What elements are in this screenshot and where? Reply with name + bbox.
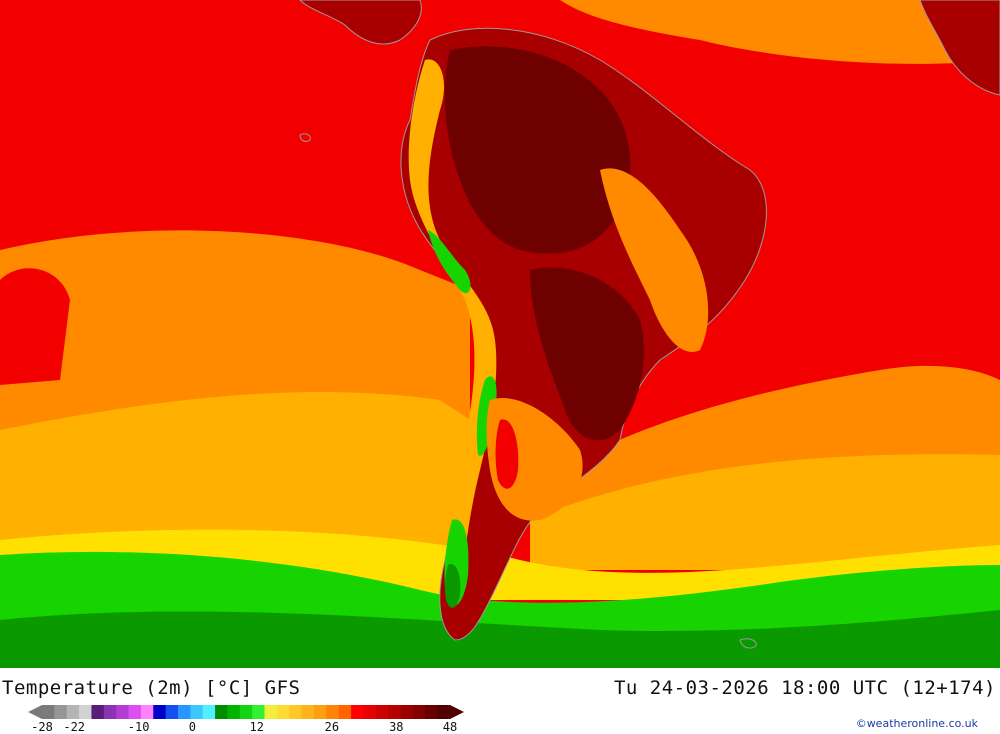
- map-footer: Temperature (2m) [°C] GFS Tu 24-03-2026 …: [0, 668, 1000, 734]
- colorbar-min-arrow: [28, 705, 42, 719]
- colorbar-tick-label: -28: [31, 720, 53, 734]
- colorbar: [28, 705, 464, 719]
- colorbar-swatch: [140, 705, 154, 719]
- colorbar-swatch: [54, 705, 68, 719]
- central-hot-core: [530, 267, 644, 441]
- colorbar-swatch: [215, 705, 228, 719]
- colorbar-swatch: [388, 705, 402, 719]
- patagonia-dark-green: [444, 564, 461, 608]
- colorbar-swatch: [363, 705, 377, 719]
- central-america-land: [299, 0, 422, 45]
- falkland-islands: [739, 638, 757, 649]
- colorbar-swatch: [412, 705, 426, 719]
- colorbar-swatch: [190, 705, 204, 719]
- map-title: Temperature (2m) [°C] GFS: [2, 677, 301, 699]
- galapagos-islands: [299, 133, 311, 142]
- colorbar-swatch: [91, 705, 105, 719]
- colorbar-swatch: [375, 705, 389, 719]
- light-orange-band: [0, 391, 470, 560]
- north-orange-patch: [560, 0, 1000, 64]
- colorbar-swatch: [276, 705, 290, 719]
- chile-cool-green: [476, 376, 497, 456]
- brazil-highland-warm: [600, 168, 709, 352]
- colorbar-tick-label: 0: [188, 720, 196, 734]
- colorbar-tick-label: 12: [249, 720, 264, 734]
- colorbar-swatch: [227, 705, 241, 719]
- colorbar-swatch: [425, 705, 439, 719]
- andes-cool-green: [428, 230, 471, 294]
- colorbar-swatch: [326, 705, 340, 719]
- colorbar-swatch: [66, 705, 80, 719]
- argentina-red-spot: [495, 419, 519, 489]
- colorbar-swatch: [116, 705, 130, 719]
- colorbar-swatch: [437, 705, 451, 719]
- colorbar-swatch: [202, 705, 216, 719]
- colorbar-tick-label: -22: [63, 720, 86, 734]
- colorbar-swatch: [153, 705, 167, 719]
- colorbar-swatch: [42, 705, 55, 719]
- colorbar-tick-label: -10: [127, 720, 150, 734]
- colorbar-swatch: [338, 705, 352, 719]
- colorbar-swatch: [301, 705, 315, 719]
- colorbar-swatch: [79, 705, 92, 719]
- colorbar-tick-label: 26: [324, 720, 340, 734]
- west-pacific-red: [0, 268, 70, 385]
- colorbar-swatch: [264, 705, 278, 719]
- light-orange-band-east: [530, 454, 1000, 570]
- colorbar-max-arrow: [450, 705, 464, 719]
- credit-link[interactable]: ©weatheronline.co.uk: [855, 717, 978, 730]
- colorbar-swatch: [128, 705, 142, 719]
- temperature-map[interactable]: [0, 0, 1000, 668]
- colorbar-swatch: [289, 705, 303, 719]
- colorbar-swatch: [178, 705, 191, 719]
- amazon-hot-core: [444, 46, 631, 254]
- dark-green-band: [0, 610, 1000, 668]
- colorbar-swatch: [351, 705, 364, 719]
- colorbar-swatch: [400, 705, 414, 719]
- colorbar-tick-label: 48: [442, 720, 458, 734]
- colorbar-swatch: [314, 705, 327, 719]
- colorbar-swatch: [165, 705, 179, 719]
- andes-warm-strip: [408, 59, 497, 590]
- africa-edge-land: [919, 0, 1000, 96]
- colorbar-swatch: [252, 705, 266, 719]
- colorbar-swatch: [103, 705, 117, 719]
- colorbar-tick-label: 38: [389, 720, 404, 734]
- valid-time: Tu 24-03-2026 18:00 UTC (12+174): [613, 677, 996, 699]
- colorbar-swatch: [239, 705, 253, 719]
